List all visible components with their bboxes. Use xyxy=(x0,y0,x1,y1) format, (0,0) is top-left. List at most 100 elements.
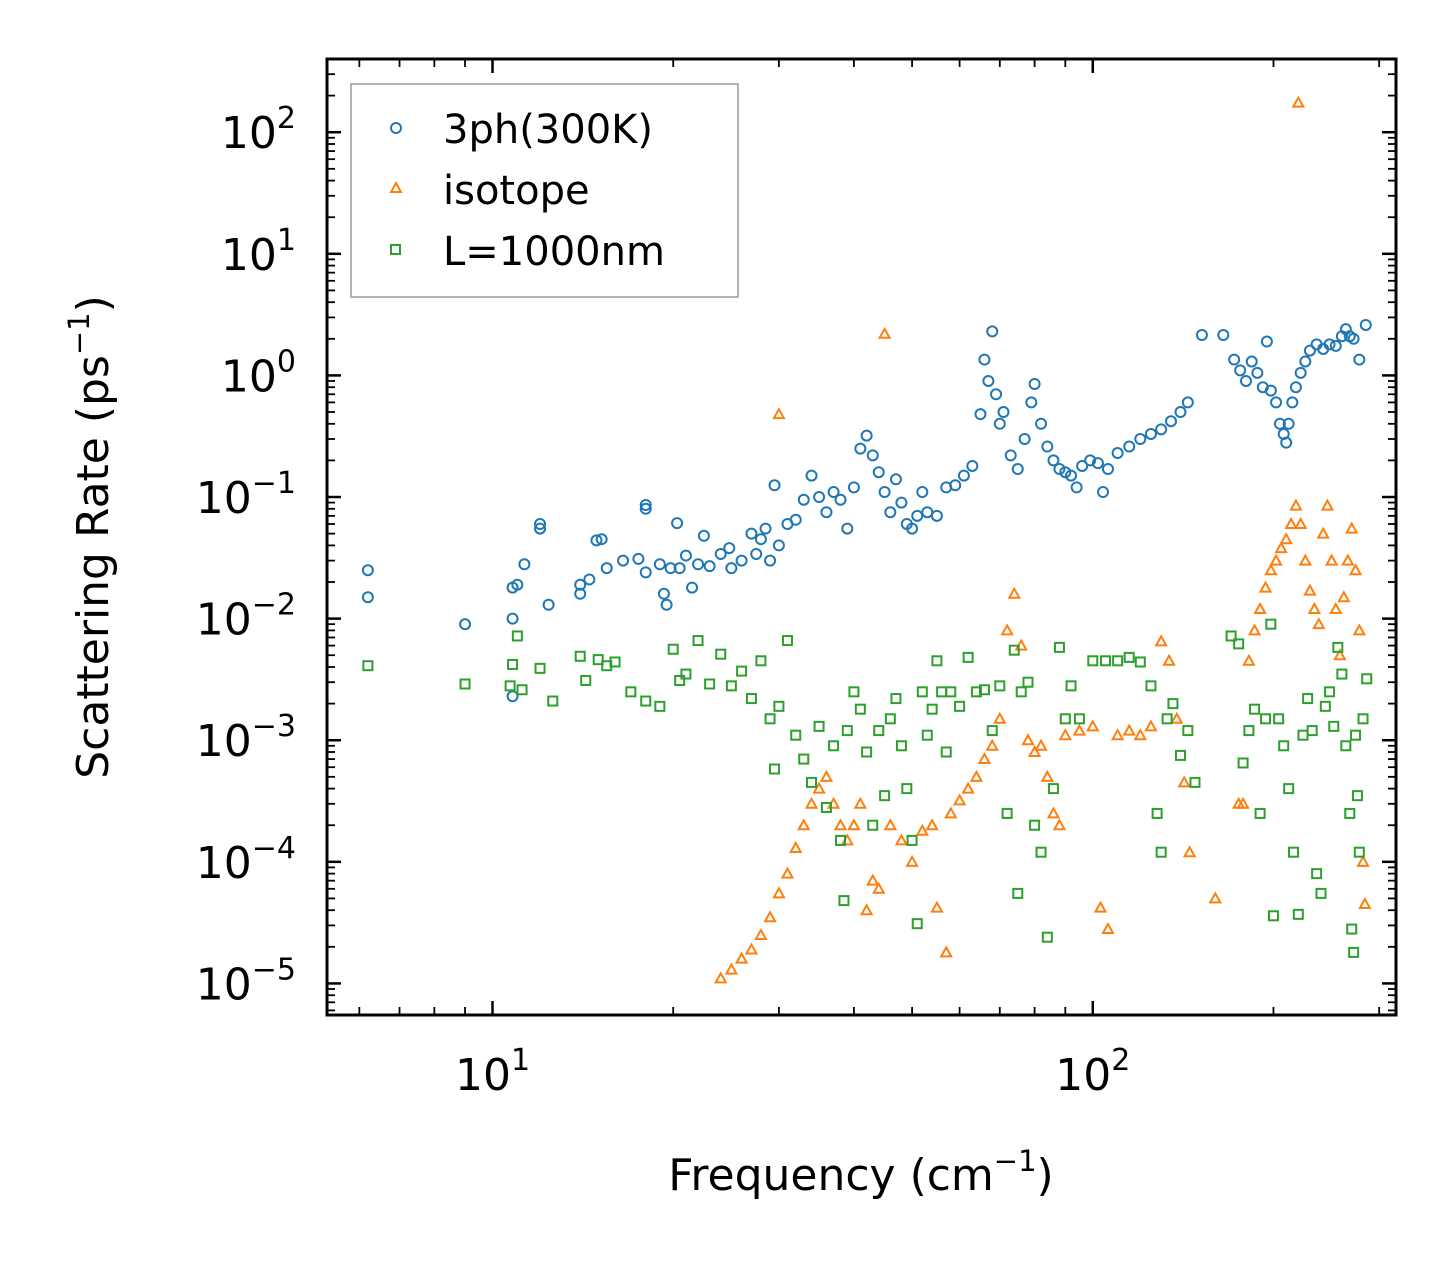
point-circle-8 xyxy=(534,517,547,530)
point-circle-101 xyxy=(1165,415,1178,428)
point-circle-74 xyxy=(982,374,995,387)
point-circle-40 xyxy=(759,522,772,535)
point-circle-132 xyxy=(1353,353,1366,366)
point-square-112 xyxy=(1332,641,1344,653)
point-square-53 xyxy=(926,703,938,715)
point-circle-57 xyxy=(872,466,885,479)
point-circle-104 xyxy=(1195,328,1208,341)
point-circle-109 xyxy=(1245,355,1258,368)
point-square-31 xyxy=(798,753,810,765)
point-triangle-18 xyxy=(853,796,868,809)
legend: 3ph(300K) isotope L=1000nm xyxy=(350,83,739,298)
point-square-21 xyxy=(715,648,727,660)
legend-label-3ph: 3ph(300K) xyxy=(443,107,653,153)
y-tick-label: 10−4 xyxy=(196,831,296,889)
point-square-82 xyxy=(1145,680,1157,692)
point-square-9 xyxy=(580,674,592,686)
point-square-47 xyxy=(895,740,907,752)
point-circle-93 xyxy=(1091,457,1104,470)
point-square-87 xyxy=(1174,749,1186,761)
point-triangle-75 xyxy=(1298,553,1313,566)
point-square-86 xyxy=(1167,698,1179,710)
point-circle-41 xyxy=(764,554,777,567)
point-triangle-29 xyxy=(939,945,953,958)
data-points xyxy=(361,95,1373,984)
point-circle-42 xyxy=(768,479,781,492)
point-triangle-51 xyxy=(1110,728,1125,741)
point-circle-122 xyxy=(1299,355,1312,368)
point-circle-0 xyxy=(361,564,374,577)
point-square-5 xyxy=(516,684,528,696)
point-circle-76 xyxy=(990,388,1003,401)
point-square-67 xyxy=(1015,686,1027,698)
point-circle-96 xyxy=(1111,447,1124,460)
point-square-28 xyxy=(773,700,785,712)
point-triangle-27 xyxy=(925,818,939,831)
point-square-3 xyxy=(507,658,519,670)
point-triangle-84 xyxy=(1337,590,1351,603)
point-square-23 xyxy=(736,665,748,677)
point-circle-80 xyxy=(1011,462,1024,475)
point-circle-29 xyxy=(686,581,699,594)
point-square-19 xyxy=(692,635,704,647)
point-square-39 xyxy=(848,686,860,698)
point-circle-34 xyxy=(723,542,736,555)
point-triangle-34 xyxy=(977,751,992,765)
point-circle-31 xyxy=(697,529,710,542)
point-circle-19 xyxy=(639,498,652,511)
point-triangle-19 xyxy=(859,903,874,916)
point-square-81 xyxy=(1134,656,1146,668)
point-circle-27 xyxy=(673,562,686,575)
point-triangle-65 xyxy=(1253,601,1267,614)
point-triangle-81 xyxy=(1324,553,1339,566)
point-circle-43 xyxy=(772,539,785,552)
point-square-78 xyxy=(1099,655,1111,667)
point-triangle-64 xyxy=(1247,623,1262,636)
point-triangle-6 xyxy=(772,886,786,899)
point-circle-14 xyxy=(590,534,603,547)
point-circle-7 xyxy=(518,558,531,571)
point-square-35 xyxy=(828,740,840,752)
point-circle-123 xyxy=(1303,344,1316,357)
point-circle-20 xyxy=(639,502,652,515)
point-circle-64 xyxy=(911,509,924,522)
y-tick-label: 102 xyxy=(221,101,296,159)
point-circle-38 xyxy=(750,547,763,560)
point-square-13 xyxy=(625,686,637,698)
point-square-44 xyxy=(879,790,891,802)
point-square-25 xyxy=(755,655,767,667)
point-square-12 xyxy=(609,656,621,668)
point-square-15 xyxy=(654,700,666,712)
point-square-57 xyxy=(945,686,957,698)
point-square-22 xyxy=(725,680,737,692)
point-square-77 xyxy=(1087,655,1099,667)
point-circle-9 xyxy=(534,522,547,535)
point-triangle-38 xyxy=(1007,586,1021,599)
point-square-37 xyxy=(838,895,850,907)
point-square-29 xyxy=(781,635,793,647)
point-square-108 xyxy=(1315,887,1327,899)
point-square-26 xyxy=(764,713,776,725)
point-triangle-55 xyxy=(1154,634,1168,647)
point-square-110 xyxy=(1324,686,1336,698)
point-circle-98 xyxy=(1134,432,1147,445)
point-square-50 xyxy=(911,918,923,930)
point-circle-53 xyxy=(847,481,860,494)
point-triangle-42 xyxy=(1034,738,1048,751)
point-triangle-17 xyxy=(847,818,861,831)
point-circle-119 xyxy=(1286,396,1299,409)
point-circle-10 xyxy=(542,598,555,611)
point-circle-12 xyxy=(574,578,587,591)
point-square-85 xyxy=(1161,713,1173,725)
point-triangle-66 xyxy=(1258,580,1273,593)
point-circle-121 xyxy=(1294,366,1307,379)
point-triangle-69 xyxy=(1274,541,1288,554)
point-square-42 xyxy=(867,819,879,831)
point-circle-4 xyxy=(506,612,519,625)
point-circle-49 xyxy=(820,506,833,519)
point-square-76 xyxy=(1073,713,1085,725)
point-triangle-21 xyxy=(872,881,886,894)
point-triangle-11 xyxy=(804,796,819,809)
point-circle-69 xyxy=(949,479,962,492)
point-square-97 xyxy=(1265,618,1277,630)
